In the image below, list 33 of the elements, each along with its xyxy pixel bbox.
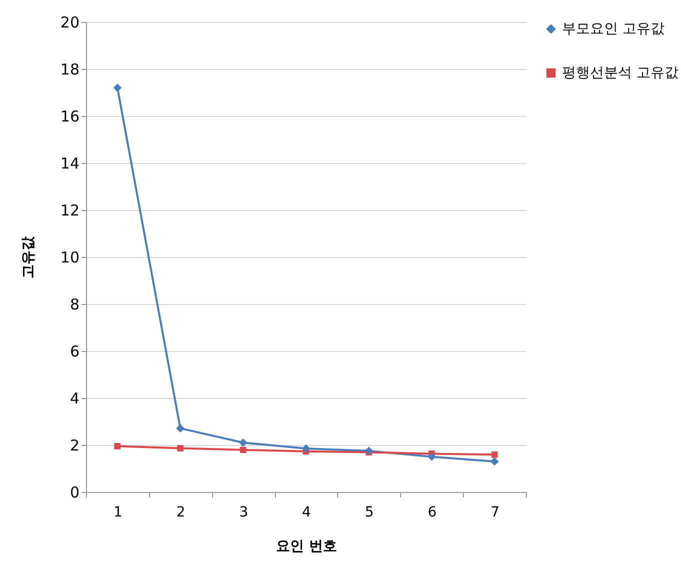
y-tick-label: 0 — [70, 484, 80, 502]
point — [176, 424, 184, 432]
legend-label: 부모요인 고유값 — [562, 21, 664, 37]
x-tick-label: 2 — [176, 504, 186, 520]
point — [113, 84, 122, 92]
point — [238, 438, 248, 447]
point — [490, 457, 499, 466]
point — [177, 445, 184, 452]
point — [491, 451, 498, 458]
legend-label: 평행선분석 고유값 — [562, 65, 678, 81]
y-tick-label: 8 — [70, 296, 80, 314]
point — [302, 444, 310, 453]
point — [428, 452, 436, 461]
x-axis-title: 요인 번호 — [276, 538, 337, 554]
y-tick-label: 4 — [70, 390, 80, 408]
point — [364, 446, 374, 456]
y-tick-label: 10 — [60, 248, 80, 266]
y-tick-label: 20 — [60, 14, 80, 32]
x-tick-label: 7 — [490, 504, 500, 520]
y-tick-label: 14 — [60, 154, 80, 172]
x-tick-label: 3 — [239, 504, 248, 520]
y-tick-label: 18 — [60, 60, 80, 78]
x-tick-label: 5 — [364, 504, 374, 520]
y-axis-title: 고유값 — [20, 236, 36, 278]
y-tick-label: 12 — [60, 202, 80, 220]
x-tick-label: 1 — [113, 504, 122, 520]
x-tick-label: 4 — [302, 504, 312, 520]
y-tick-label: 6 — [70, 342, 80, 360]
y-tick-label: 16 — [60, 108, 80, 126]
point — [114, 443, 121, 450]
y-tick-label: 2 — [70, 436, 80, 454]
x-tick-label: 6 — [428, 504, 437, 520]
point — [240, 446, 246, 454]
